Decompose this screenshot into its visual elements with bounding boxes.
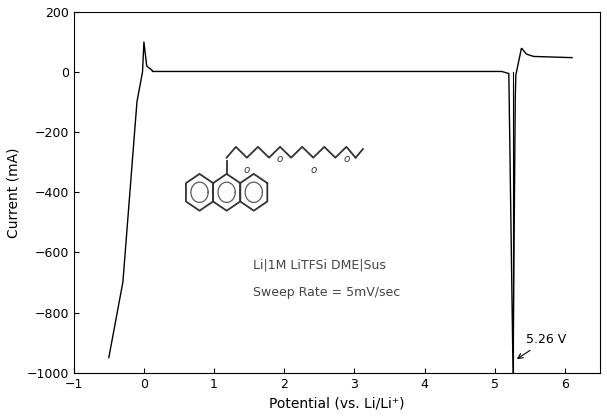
Text: Li|1M LiTFSi DME|Sus: Li|1M LiTFSi DME|Sus <box>253 259 385 272</box>
Text: Sweep Rate = 5mV/sec: Sweep Rate = 5mV/sec <box>253 286 400 299</box>
Text: 5.26 V: 5.26 V <box>518 333 566 359</box>
Y-axis label: Current (mA): Current (mA) <box>7 147 21 238</box>
X-axis label: Potential (vs. Li/Li⁺): Potential (vs. Li/Li⁺) <box>269 396 405 410</box>
